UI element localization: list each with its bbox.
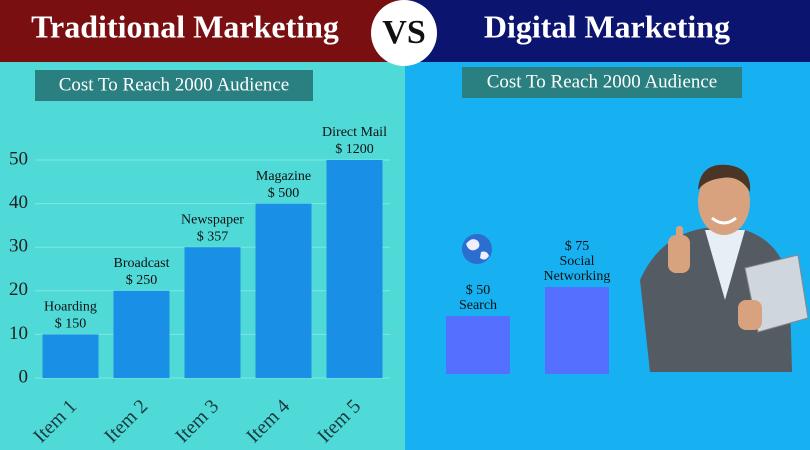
vs-badge — [371, 0, 437, 66]
y-tick-label: 0 — [19, 366, 29, 387]
bar — [255, 203, 312, 378]
bar-name: Hoarding — [44, 300, 97, 315]
y-tick-label: 50 — [9, 148, 28, 169]
y-tick-label: 40 — [9, 192, 28, 213]
vs-text: VS — [382, 14, 425, 51]
bar — [545, 287, 609, 374]
bar-cost: $ 150 — [55, 317, 87, 332]
y-tick-label: 30 — [9, 236, 28, 257]
bar-cost: $ 250 — [126, 273, 158, 288]
bar — [326, 160, 383, 378]
bar — [42, 334, 99, 378]
y-tick-label: 20 — [9, 279, 28, 300]
globe-icon — [462, 234, 492, 264]
title-box — [462, 67, 742, 98]
left-heading: Traditional Marketing — [31, 8, 339, 44]
bar — [113, 290, 170, 378]
person-illustration — [640, 164, 809, 372]
right-header — [405, 0, 810, 62]
bar — [446, 316, 510, 374]
bar-name: Newspaper — [181, 212, 244, 227]
right-heading: Digital Marketing — [484, 8, 730, 44]
left-header — [0, 0, 405, 62]
bar-cost: $ 500 — [268, 186, 300, 201]
bar-name: Broadcast — [114, 256, 170, 271]
y-tick-label: 10 — [9, 323, 28, 344]
chart-title: Cost To Reach 2000 Audience — [487, 71, 718, 92]
bar-name: Magazine — [256, 169, 311, 184]
bar-name: Direct Mail — [322, 125, 387, 140]
bar-cost: $ 357 — [197, 229, 229, 244]
bar — [184, 247, 241, 378]
title-box — [35, 70, 313, 101]
chart-title: Cost To Reach 2000 Audience — [59, 74, 290, 95]
bar-cost: $ 1200 — [335, 142, 374, 157]
